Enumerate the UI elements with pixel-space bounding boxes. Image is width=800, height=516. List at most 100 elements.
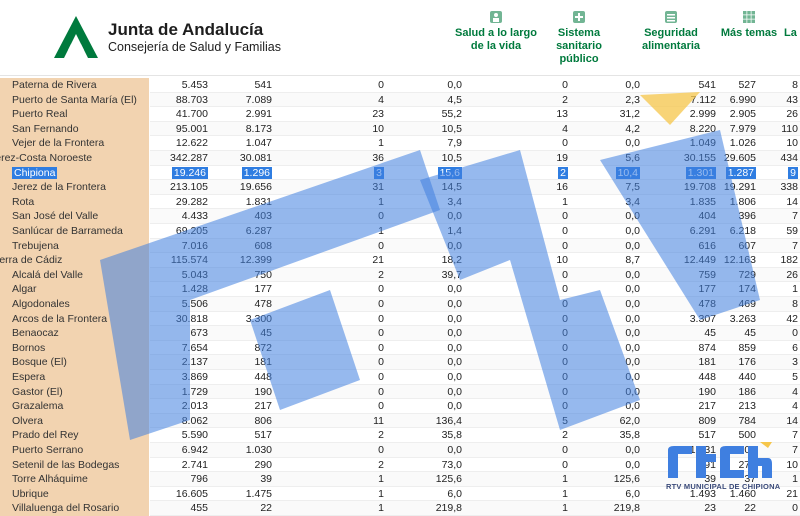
value-cell: 69.205 [150, 224, 208, 239]
cell-value: 26 [786, 268, 798, 281]
value-cell: 0,0 [384, 370, 462, 385]
nav-la[interactable]: La [784, 27, 800, 40]
table-row[interactable]: Benaocaz 673 45 0 0,0 0 0,0 45 45 0 [0, 326, 800, 341]
cell-value: 673 [190, 327, 208, 340]
value-cell: 396 [716, 209, 756, 224]
value-cell: 0 [462, 443, 568, 458]
value-cell: 181 [210, 355, 272, 370]
value-cell: 448 [210, 370, 272, 385]
cell-value: 10,5 [441, 152, 462, 164]
table-row[interactable]: Algar 1.428 177 0 0,0 0 0,0 177 174 1 [0, 282, 800, 297]
table-row[interactable]: Bornos 7.654 872 0 0,0 0 0,0 874 859 6 [0, 340, 800, 356]
table-row[interactable]: Espera 3.869 448 0 0,0 0 0,0 448 440 5 [0, 370, 800, 385]
value-cell: 796 [150, 472, 208, 487]
municipality-name-cell: San José del Valle [0, 209, 150, 224]
nav-seguridad-alimentaria[interactable]: Seguridad alimentaria [636, 10, 706, 53]
cell-value: 4 [378, 93, 384, 106]
cell-value: 607 [738, 239, 756, 252]
table-row[interactable]: Grazalema 2.013 217 0 0,0 0 0,0 217 213 4 [0, 399, 800, 414]
municipality-name: Puerto Real [12, 108, 68, 121]
table-row[interactable]: Gastor (El) 1.729 190 0 0,0 0 0,0 190 186 4 [0, 384, 800, 400]
table-row[interactable]: San Fernando 95.001 8.173 10 10,5 4 4,2 8.220 7.… [0, 121, 800, 137]
nav-salud-vida[interactable]: Salud a lo largo de la vida [448, 10, 544, 53]
municipality-name: Jerez de la Frontera [12, 181, 106, 194]
municipality-name-cell: Grazalema [0, 399, 150, 414]
table-row[interactable]: Algodonales 5.506 478 0 0,0 0 0,0 478 469 8 [0, 297, 800, 312]
cell-value: 541 [698, 79, 716, 91]
cell-value: 0,0 [447, 341, 462, 354]
table-row[interactable]: Jerez de la Frontera 213.105 19.656 31 14,5 1… [0, 180, 800, 195]
value-cell: 11 [272, 414, 384, 429]
nav-mas-temas[interactable]: Más temas [718, 10, 780, 40]
value-cell: 36 [272, 151, 384, 166]
cell-value: 4 [562, 122, 568, 135]
table-row[interactable]: Sanlúcar de Barrameda 69.205 6.287 1 1,4 0 0,0… [0, 224, 800, 239]
cell-value: 750 [254, 268, 272, 281]
cell-value: 0,0 [625, 312, 640, 325]
value-cell: 0 [272, 399, 384, 414]
table-row[interactable]: Puerto Real 41.700 2.991 23 55,2 13 31,2 2.999 2… [0, 107, 800, 122]
value-cell: 35,8 [384, 428, 462, 443]
cell-value: 30.155 [683, 152, 716, 164]
table-row[interactable]: Bosque (El) 2.137 181 0 0,0 0 0,0 181 176 3 [0, 355, 800, 370]
value-cell: 45 [640, 326, 716, 341]
table-row[interactable]: Ubrique 16.605 1.475 1 6,0 1 6,0 1.493 1.460 21 [0, 486, 800, 502]
cell-value: 19.291 [723, 181, 756, 194]
table-row[interactable]: Chipiona 19.246 1.296 3 15,6 2 10,4 1.301 1.287 9 [0, 165, 800, 181]
cell-value: 4.433 [181, 210, 208, 223]
table-row[interactable]: Jerez-Costa Noroeste 342.287 30.081 36 10,5 1… [0, 151, 800, 166]
table-row[interactable]: Setenil de las Bodegas 2.741 290 2 73,0 0 0,0 2… [0, 457, 800, 473]
municipality-name-cell: Paterna de Rivera [0, 78, 150, 93]
cell-value: 1 [378, 473, 384, 486]
table-row[interactable]: Villaluenga del Rosario 455 22 1 219,8 1 219,8… [0, 501, 800, 516]
value-cell: 7,9 [384, 136, 462, 151]
cell-value: 759 [698, 268, 716, 281]
municipality-name-cell: Puerto Serrano [0, 443, 150, 458]
cell-value: 7 [792, 429, 798, 442]
cell-value: 1.428 [181, 283, 208, 296]
value-cell: 6.990 [716, 93, 756, 108]
municipality-name: Algodonales [12, 298, 70, 310]
cell-value: 7 [792, 210, 798, 223]
cell-value: 0,0 [625, 444, 640, 456]
table-row[interactable]: Vejer de la Frontera 12.622 1.047 1 7,9 0 0,0 1… [0, 136, 800, 151]
cell-value: 45 [744, 327, 756, 340]
municipality-name-cell: Arcos de la Frontera [0, 311, 150, 327]
value-cell: 1.287 [716, 166, 756, 181]
corner-caption: RTV MUNICIPAL DE CHIPIONA [666, 482, 781, 491]
cell-value: 88.703 [175, 93, 208, 106]
table-row[interactable]: Torre Alháquime 796 39 1 125,6 1 125,6 39 37 1 [0, 472, 800, 487]
table-row[interactable]: Arcos de la Frontera 30.818 3.300 0 0,0 0 0,0 3… [0, 311, 800, 327]
cell-value: 217 [254, 400, 272, 413]
cell-value: 0,0 [447, 400, 462, 413]
value-cell: 23 [640, 501, 716, 516]
table-row[interactable]: Olvera 8.062 806 11 136,4 5 62,0 809 784 14 [0, 413, 800, 429]
municipality-name-cell: Jerez-Costa Noroeste [0, 151, 150, 166]
table-row[interactable]: San José del Valle 4.433 403 0 0,0 0 0,0 404 396… [0, 209, 800, 224]
value-cell: 0,0 [568, 341, 640, 356]
value-cell: 4.433 [150, 209, 208, 224]
value-cell: 7 [756, 239, 798, 254]
value-cell: 0,0 [568, 312, 640, 327]
value-cell: 8 [756, 297, 798, 312]
nav-sistema-sanitario[interactable]: Sistema sanitario público [548, 10, 610, 66]
table-row[interactable]: Puerto de Santa María (El) 88.703 7.089 4 4,… [0, 92, 800, 108]
value-cell: 0,0 [384, 326, 462, 341]
value-cell: 3.263 [716, 312, 756, 327]
value-cell: 2.991 [210, 107, 272, 122]
cell-value: 6,0 [447, 487, 462, 500]
table-row[interactable]: Alcalá del Valle 5.043 750 2 39,7 0 0,0 759 729 2… [0, 267, 800, 283]
value-cell: 7.979 [716, 122, 756, 137]
table-row[interactable]: Sierra de Cádiz 115.574 12.399 21 18,2 10 8,7 1… [0, 253, 800, 268]
junta-andalucia-logo[interactable] [52, 14, 100, 60]
value-cell: 12.399 [210, 253, 272, 268]
table-row[interactable]: Paterna de Rivera 5.453 541 0 0,0 0 0,0 541 527 8 [0, 78, 800, 93]
cell-value: 186 [738, 385, 756, 398]
municipality-name: Espera [12, 371, 46, 383]
cell-value: 1.301 [685, 166, 716, 179]
table-row[interactable]: Trebujena 7.016 608 0 0,0 0 0,0 616 607 7 [0, 238, 800, 254]
cell-value: 0,0 [625, 371, 640, 383]
table-row[interactable]: Rota 29.282 1.831 1 3,4 1 3,4 1.835 1.806 14 [0, 194, 800, 210]
cell-value: 0,0 [625, 79, 640, 91]
cell-value: 478 [254, 298, 272, 310]
